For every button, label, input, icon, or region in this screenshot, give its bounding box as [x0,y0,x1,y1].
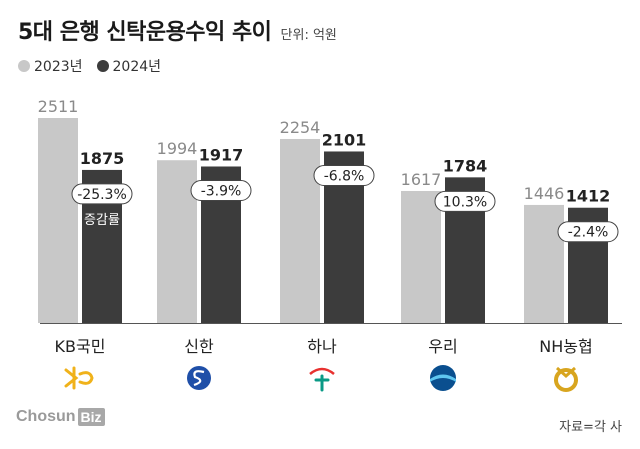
rate-pill-cat3 [434,190,496,212]
category-label-cat1: 신한 [184,337,214,356]
nh-logo-icon [554,368,578,392]
legend-swatch-2023 [18,60,30,72]
bar-2023-cat1 [157,160,197,323]
hana-figure-mark [314,374,330,392]
value-label-2023-cat2: 2254 [280,118,321,137]
category-label-cat4: NH농협 [539,337,592,356]
rate-label-cat1: -3.9% [201,183,242,199]
rate-pill-cat2 [313,164,375,186]
nh-ribbon-mark [556,366,576,379]
bar-2023-cat2 [280,138,320,323]
title-row: 5대 은행 신탁운용수익 추이 단위: 억원 [18,14,337,46]
brand-main: Chosun [16,408,76,425]
bar-2023-cat4 [524,204,564,323]
legend-label-2023: 2023년 [34,59,83,75]
rate-pill-cat0 [71,183,133,205]
source-note: 자료=각 사 [559,420,622,435]
category-label-cat2: 하나 [307,337,337,356]
chosunbiz-logo: Chosun Biz [16,408,105,426]
value-label-2023-cat1: 1994 [157,139,198,158]
category-label-cat3: 우리 [428,337,457,356]
legend-item-2024: 2024년 [96,56,162,76]
value-label-2023-cat4: 1446 [524,184,565,203]
value-label-2024-cat0: 1875 [80,149,125,168]
rate-label-cat4: -2.4% [568,225,609,241]
value-label-2023-cat0: 2511 [38,97,79,116]
unit-label: 단위: 억원 [280,28,337,43]
legend-swatch-2024 [96,60,109,72]
legend: 2023년 2024년 [18,56,161,76]
bar-2023-cat0 [38,118,78,323]
value-label-2024-cat4: 1412 [566,187,611,206]
value-label-2024-cat2: 2101 [322,130,367,149]
hana-logo-icon [309,367,335,375]
value-label-2024-cat1: 1917 [199,145,244,164]
rate-pill-cat1 [190,179,252,201]
legend-item-2023: 2023년 [18,56,83,76]
woori-wave-mark [430,374,456,382]
bar-2023-cat3 [401,190,441,323]
legend-label-2024: 2024년 [112,59,162,75]
rate-pill-cat4 [557,221,619,243]
value-label-2023-cat3: 1617 [401,170,442,189]
kb-star-icon [64,366,94,390]
brand-box: Biz [77,408,105,426]
rate-label-cat0: -25.3% [77,187,127,203]
rate-label-cat2: -6.8% [324,168,365,184]
value-label-2024-cat3: 1784 [443,156,488,175]
rate-label-cat3: 10.3% [443,194,487,210]
category-label-cat0: KB국민 [55,337,106,356]
rate-note-label: 증감률 [84,213,120,228]
chart-title: 5대 은행 신탁운용수익 추이 [18,20,272,45]
shinhan-s-mark [193,370,205,387]
